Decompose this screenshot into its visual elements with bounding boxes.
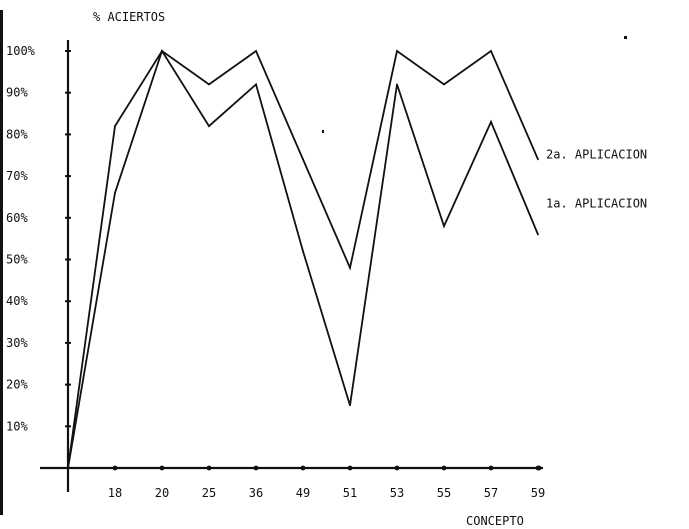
axes	[40, 40, 543, 492]
data-point	[161, 50, 163, 52]
scan-speckles	[0, 10, 627, 515]
y-tick-label: 70%	[6, 169, 28, 183]
x-tick-label: 36	[249, 486, 263, 500]
data-point	[490, 50, 492, 52]
y-tick-label: 10%	[6, 419, 28, 433]
data-point	[302, 158, 304, 161]
x-tick	[159, 465, 165, 471]
x-tick-label: 55	[437, 486, 451, 500]
data-point	[396, 50, 398, 52]
data-point	[208, 125, 210, 127]
y-axis-title: % ACIERTOS	[93, 10, 165, 24]
x-tick	[394, 465, 400, 471]
y-tick-label: 90%	[6, 86, 28, 100]
y-tick-label: 80%	[6, 127, 28, 141]
x-tick	[300, 465, 306, 471]
data-point	[349, 266, 351, 269]
data-point	[490, 121, 492, 123]
series-line-2	[67, 48, 539, 469]
x-axis-end-tick	[536, 465, 542, 471]
x-tick-label: 20	[155, 486, 169, 500]
x-tick-label: 53	[390, 486, 404, 500]
data-point	[114, 125, 116, 127]
data-point	[443, 225, 445, 228]
left-edge-artifact	[0, 10, 3, 515]
y-tick-label: 100%	[6, 44, 36, 58]
x-tick-label: 59	[531, 486, 545, 500]
data-point	[208, 83, 210, 86]
x-tick	[441, 465, 447, 471]
x-tick-label: 25	[202, 486, 216, 500]
data-point	[443, 83, 445, 86]
x-tick	[253, 465, 259, 471]
series-label-1: 2a. APLICACION	[546, 147, 647, 161]
x-tick	[347, 465, 353, 471]
data-point	[349, 404, 351, 407]
data-point	[255, 50, 257, 52]
x-tick-label: 51	[343, 486, 357, 500]
y-tick-label: 50%	[6, 253, 28, 267]
y-ticks: 10% 20% 30% 40% 50% 60% 70% 80% 90% 100%	[6, 44, 71, 433]
data-point	[67, 467, 69, 469]
data-point	[255, 83, 257, 86]
series-label-2: 1a. APLICACION	[546, 196, 647, 210]
y-tick-label: 60%	[6, 211, 28, 225]
series-labels: 2a. APLICACION 1a. APLICACION	[546, 147, 647, 210]
x-tick	[206, 465, 212, 471]
x-tick-label: 57	[484, 486, 498, 500]
data-point	[396, 83, 398, 86]
data-point	[537, 233, 539, 236]
x-tick	[112, 465, 118, 471]
x-tick-label: 49	[296, 486, 310, 500]
series-line-1	[67, 49, 539, 469]
data-point	[302, 250, 304, 253]
series-lines	[67, 48, 539, 469]
scan-speck	[322, 130, 324, 133]
x-tick-label: 18	[108, 486, 122, 500]
y-tick-label: 30%	[6, 336, 28, 350]
x-tick	[488, 465, 494, 471]
data-point	[114, 191, 116, 194]
y-tick-label: 40%	[6, 294, 28, 308]
x-ticks: 18 20 25 36 49 51 53 55 57 59	[108, 465, 545, 500]
scan-speck	[624, 36, 627, 39]
y-tick-label: 20%	[6, 378, 28, 392]
data-point	[537, 158, 539, 161]
x-axis-title: CONCEPTO	[466, 514, 524, 528]
